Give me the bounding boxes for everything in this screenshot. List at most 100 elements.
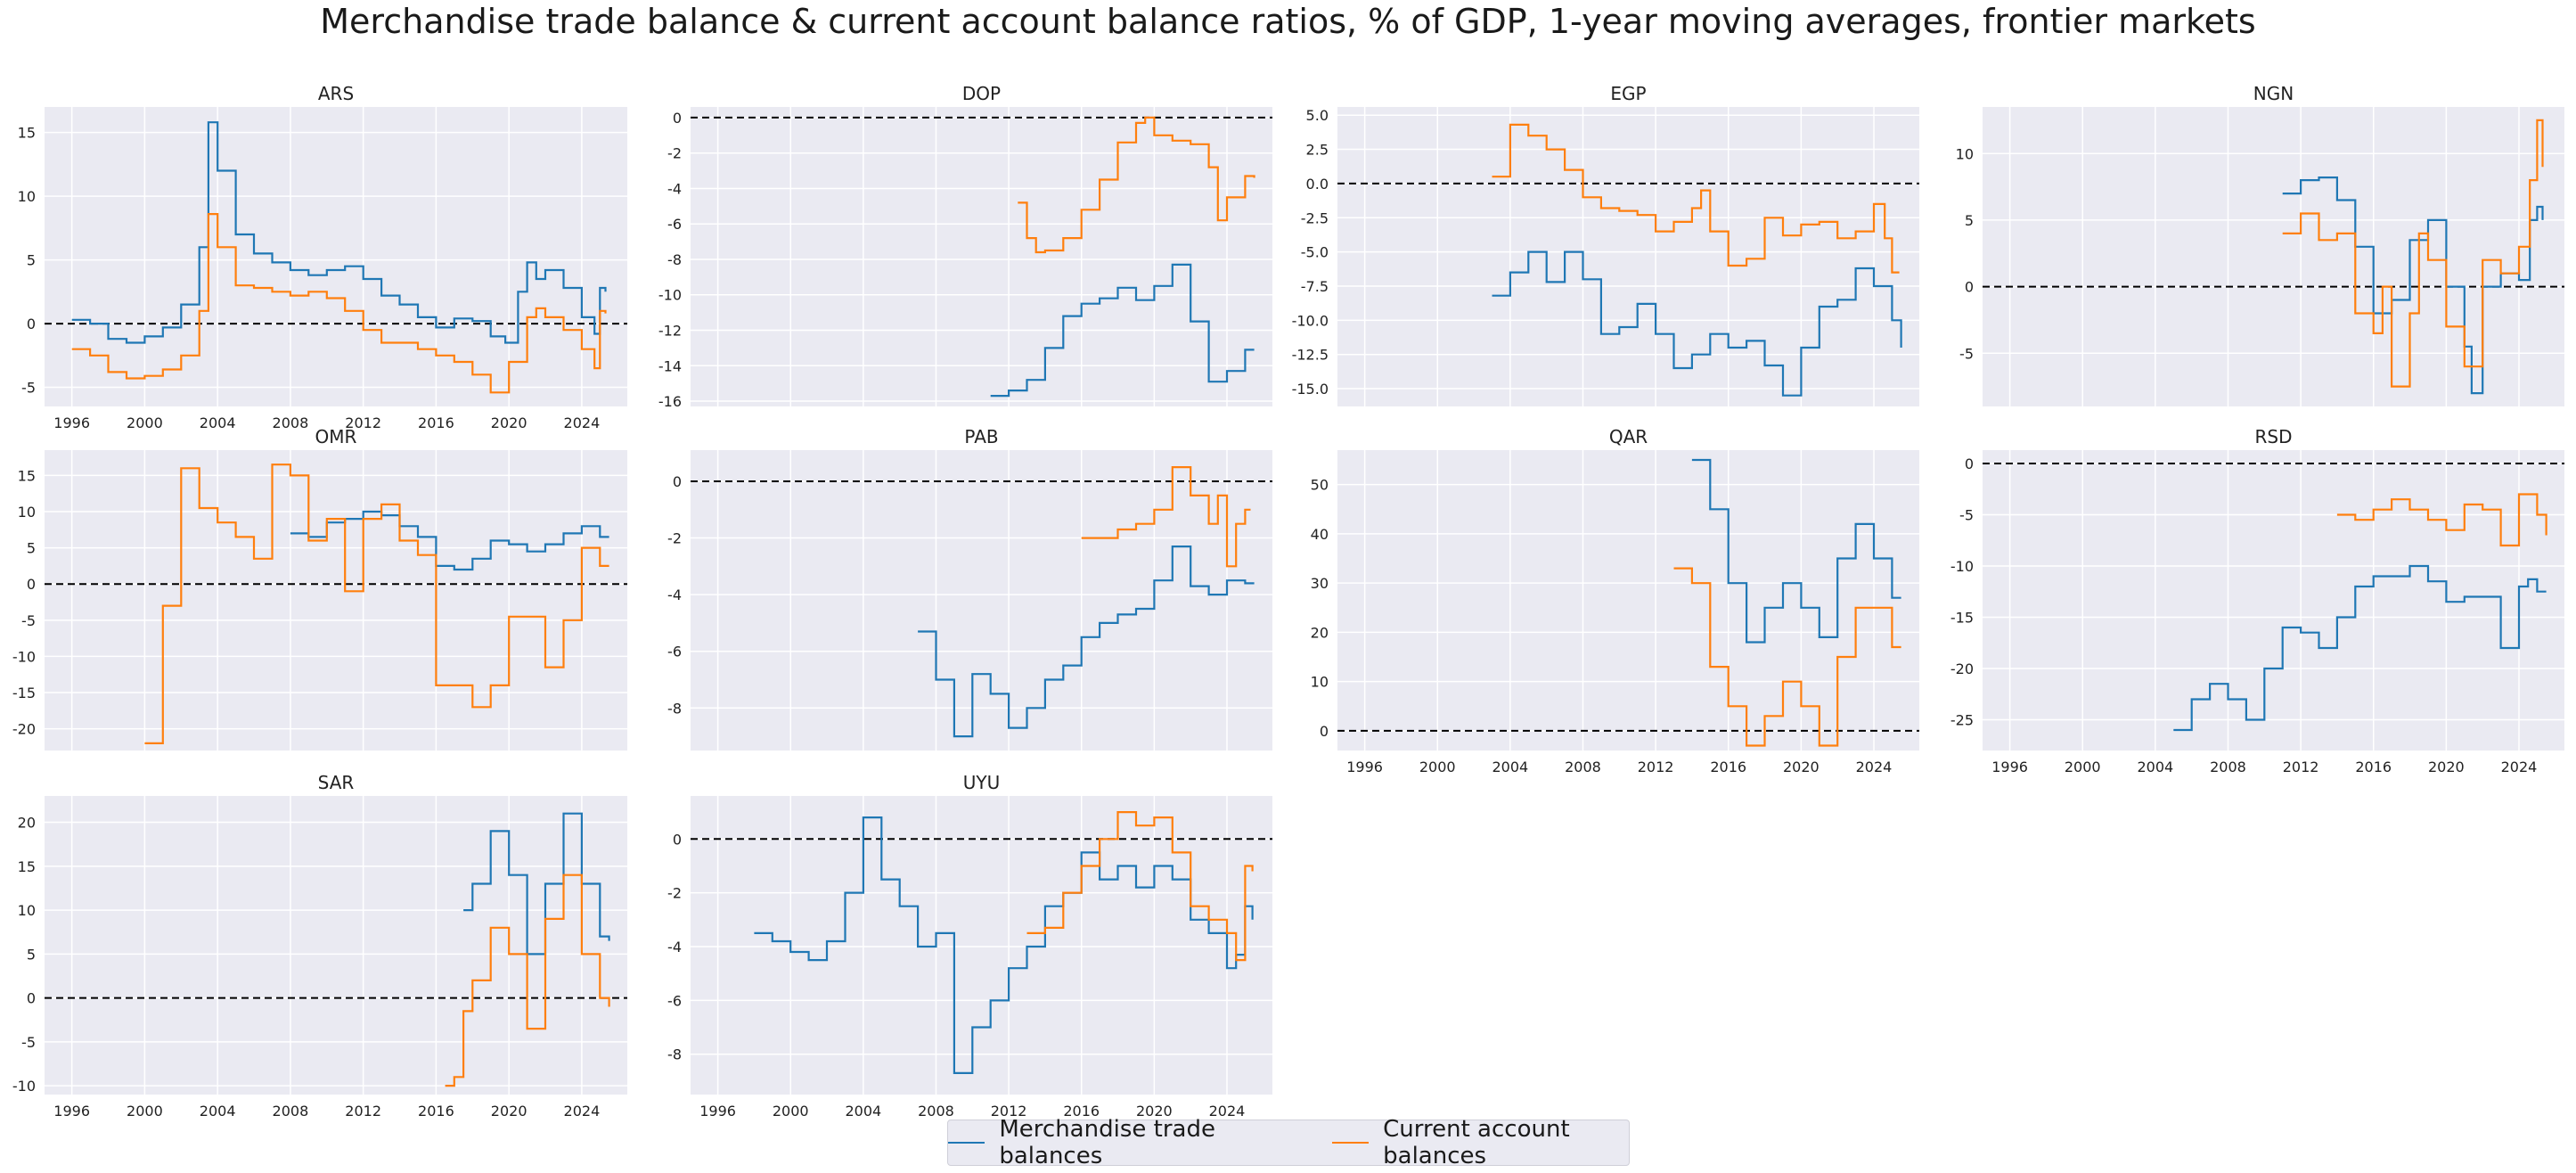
panel-dop: -16 -14 -12 -10 -8 -6 -4 -2 0 DOP bbox=[658, 83, 1272, 410]
y-tick-label: 0 bbox=[673, 110, 682, 127]
y-tick-label: -25 bbox=[1950, 711, 1974, 728]
legend-swatch-ca bbox=[1331, 1142, 1370, 1144]
trade-balance-line-qar bbox=[1691, 458, 1901, 644]
y-tick-label: -20 bbox=[1950, 660, 1974, 677]
plot-area-sar bbox=[45, 796, 627, 1095]
y-tick-label: -2.5 bbox=[1301, 209, 1329, 226]
trade-balance-line-ars bbox=[71, 121, 607, 344]
y-tick-label: 15 bbox=[18, 125, 36, 142]
y-tick-label: 10 bbox=[1956, 145, 1974, 162]
x-tick-label: 2020 bbox=[491, 414, 527, 431]
x-tick-label: 2016 bbox=[1710, 759, 1746, 775]
trade-balance-line-dop bbox=[990, 263, 1255, 398]
y-tick-label: -4 bbox=[667, 180, 682, 197]
x-tick-label: 2008 bbox=[918, 1103, 954, 1120]
y-tick-label: -8 bbox=[667, 700, 682, 717]
x-tick-label: 2008 bbox=[2210, 759, 2246, 775]
y-tick-label: 15 bbox=[18, 858, 36, 875]
x-tick-label: 2020 bbox=[2428, 759, 2465, 775]
y-tick-label: 10 bbox=[1311, 674, 1329, 691]
y-tick-label: -5 bbox=[1959, 506, 1974, 523]
panel-egp: -15.0 -12.5 -10.0 -7.5 -5.0 -2.5 0.0 2.5 5.0 EGP bbox=[1292, 83, 1919, 406]
y-tick-label: -10 bbox=[12, 1078, 36, 1095]
plot-area-pab bbox=[691, 450, 1272, 751]
y-tick-label: -6 bbox=[667, 992, 682, 1009]
x-tick-label: 2004 bbox=[200, 1103, 236, 1120]
x-tick-label: 1996 bbox=[699, 1103, 736, 1120]
current-account-line-qar bbox=[1673, 567, 1901, 747]
y-tick-label: 50 bbox=[1311, 477, 1329, 494]
current-account-line-ars bbox=[71, 213, 607, 394]
x-tick-label: 2012 bbox=[1638, 759, 1674, 775]
legend-item-trade: Merchandise trade balances bbox=[948, 1116, 1270, 1169]
current-account-line-ngn bbox=[2282, 119, 2544, 388]
plot-area-omr bbox=[45, 450, 627, 751]
x-tick-label: 1996 bbox=[53, 1103, 90, 1120]
x-tick-label: 2016 bbox=[418, 1103, 454, 1120]
x-tick-label: 2000 bbox=[127, 414, 163, 431]
panel-ngn: -5 0 5 10 NGN bbox=[1956, 83, 2564, 406]
y-tick-label: 0 bbox=[1320, 723, 1329, 740]
y-tick-label: 0 bbox=[1965, 279, 1974, 296]
y-tick-label: 5.0 bbox=[1306, 107, 1329, 124]
y-tick-label: 2.5 bbox=[1306, 142, 1329, 159]
current-account-line-pab bbox=[1081, 466, 1251, 568]
panel-title-sar: SAR bbox=[318, 772, 355, 793]
panel-title-omr: OMR bbox=[315, 426, 357, 447]
y-tick-label: -4 bbox=[667, 586, 682, 603]
y-tick-label: -8 bbox=[667, 1046, 682, 1063]
y-tick-label: 5 bbox=[27, 540, 36, 557]
y-tick-label: -15.0 bbox=[1292, 381, 1329, 398]
y-tick-label: -2 bbox=[667, 530, 682, 547]
x-tick-label: 2012 bbox=[2283, 759, 2319, 775]
y-tick-label: -12 bbox=[658, 323, 682, 340]
y-tick-label: 0 bbox=[27, 990, 36, 1007]
x-tick-label: 2000 bbox=[2065, 759, 2101, 775]
panel-pab: -8 -6 -4 -2 0 PAB bbox=[667, 426, 1272, 751]
current-account-line-rsd bbox=[2336, 493, 2547, 547]
x-tick-label: 2008 bbox=[273, 414, 309, 431]
y-tick-label: 15 bbox=[18, 467, 36, 484]
y-tick-label: -10 bbox=[658, 287, 682, 304]
x-tick-label: 2004 bbox=[200, 414, 236, 431]
trade-balance-line-egp bbox=[1492, 250, 1902, 397]
panel-omr: -20 -15 -10 -5 0 5 10 15 OMR bbox=[12, 426, 627, 751]
trade-balance-line-uyu bbox=[754, 816, 1254, 1074]
y-tick-label: -15 bbox=[1950, 609, 1974, 626]
panel-qar: 1996 2000 2004 2008 2012 2016 2020 2024 0 10 20 30 4… bbox=[1311, 426, 1919, 775]
plot-area-qar bbox=[1337, 450, 1919, 751]
panel-title-ars: ARS bbox=[318, 83, 354, 104]
y-tick-label: -15 bbox=[12, 685, 36, 701]
panel-title-uyu: UYU bbox=[963, 772, 1001, 793]
x-tick-label: 2008 bbox=[273, 1103, 309, 1120]
y-tick-label: 10 bbox=[18, 902, 36, 919]
x-tick-label: 2024 bbox=[2501, 759, 2538, 775]
x-tick-label: 2016 bbox=[418, 414, 454, 431]
plot-area-ars bbox=[45, 107, 627, 406]
panel-title-qar: QAR bbox=[1609, 426, 1648, 447]
x-tick-label: 2020 bbox=[1783, 759, 1820, 775]
trade-balance-line-rsd bbox=[2173, 564, 2547, 732]
y-tick-label: -4 bbox=[667, 939, 682, 956]
x-tick-label: 1996 bbox=[53, 414, 90, 431]
x-tick-label: 2004 bbox=[2138, 759, 2174, 775]
panel-rsd: 1996 2000 2004 2008 2012 2016 2020 2024 -25 -20 -1… bbox=[1950, 426, 2564, 775]
x-tick-label: 2012 bbox=[345, 414, 381, 431]
y-tick-label: -5 bbox=[21, 612, 36, 629]
y-tick-label: 10 bbox=[18, 504, 36, 521]
current-account-line-egp bbox=[1492, 123, 1900, 274]
y-tick-label: 0 bbox=[27, 316, 36, 332]
x-tick-label: 2000 bbox=[1419, 759, 1456, 775]
plot-area-egp bbox=[1337, 107, 1919, 406]
current-account-line-uyu bbox=[1026, 811, 1254, 962]
y-tick-label: 40 bbox=[1311, 526, 1329, 543]
trade-balance-line-pab bbox=[918, 545, 1255, 738]
x-tick-label: 2020 bbox=[1136, 1103, 1173, 1120]
y-tick-label: 20 bbox=[1311, 624, 1329, 641]
x-tick-label: 1996 bbox=[1991, 759, 2028, 775]
x-tick-label: 2004 bbox=[1492, 759, 1529, 775]
y-tick-label: -12.5 bbox=[1292, 347, 1329, 364]
x-tick-label: 2016 bbox=[2355, 759, 2392, 775]
y-tick-label: -5 bbox=[21, 1034, 36, 1051]
y-tick-label: -6 bbox=[667, 644, 682, 660]
